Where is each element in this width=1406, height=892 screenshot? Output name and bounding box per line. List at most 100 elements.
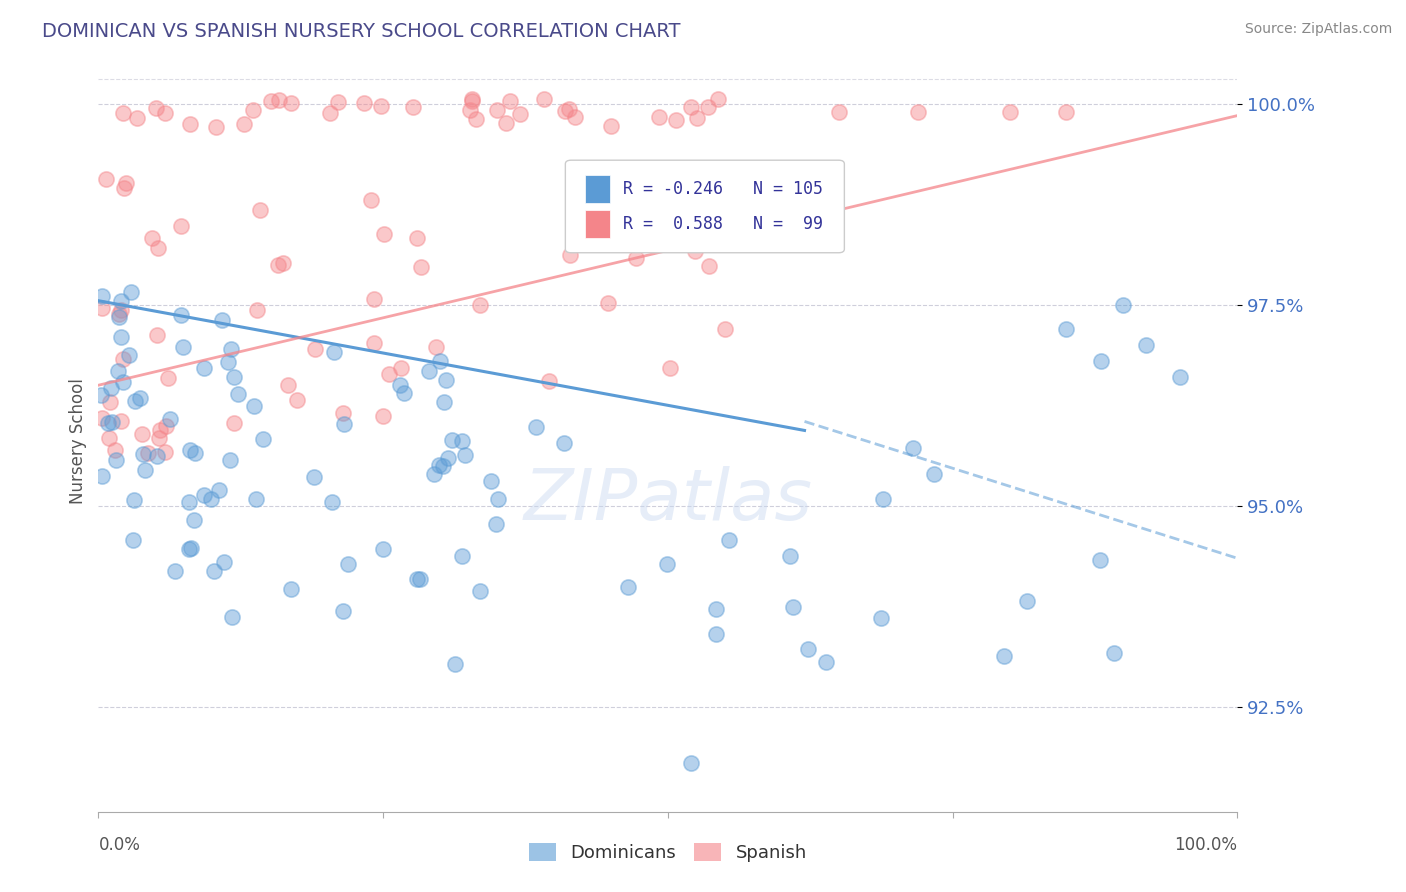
Point [128,392,150,406]
Point [998,104,1021,119]
Point [233,117,256,131]
Point [217,355,239,369]
FancyBboxPatch shape [565,161,845,252]
Point [796,642,818,657]
Point [98,394,121,409]
Point [1088,553,1111,567]
Point [458,103,481,118]
Point [495,116,517,130]
Point [90,289,112,303]
Point [200,492,222,507]
Point [509,107,531,121]
Point [134,462,156,476]
Point [828,104,851,119]
Point [91,410,114,425]
Point [107,363,129,377]
Point [665,112,688,127]
Point [596,295,619,310]
Point [104,442,127,457]
Point [402,100,425,114]
Point [1090,354,1112,368]
Point [454,449,477,463]
Point [468,583,491,598]
Point [155,105,177,120]
Point [371,409,394,423]
Point [427,458,450,472]
Point [183,513,205,527]
Point [170,308,193,322]
Point [558,248,581,262]
Point [280,582,302,597]
Point [146,328,169,343]
Point [242,103,264,117]
Point [409,260,432,274]
Point [177,542,200,557]
Point [100,381,122,395]
Point [394,386,416,401]
Point [554,104,576,119]
Point [1102,646,1125,660]
Point [218,453,240,467]
Point [146,449,169,463]
Point [600,119,623,133]
Point [319,106,342,120]
Point [433,395,456,409]
Point [222,417,245,431]
Point [782,600,804,615]
Point [285,393,308,408]
Point [124,393,146,408]
Point [271,256,294,270]
Point [558,102,581,116]
Point [260,95,283,109]
Point [465,112,488,127]
Point [388,378,411,392]
Point [485,517,508,532]
Text: 100.0%: 100.0% [1174,836,1237,854]
Point [437,450,460,465]
Point [280,96,302,111]
Point [108,310,131,325]
Point [96,172,118,186]
Point [132,447,155,461]
Point [104,452,127,467]
Point [110,330,132,344]
Point [1015,593,1038,607]
Point [363,292,385,306]
Text: R =  0.588   N =  99: R = 0.588 N = 99 [623,215,824,233]
Legend: Dominicans, Spanish: Dominicans, Spanish [522,836,814,870]
Point [184,446,207,460]
Point [1054,104,1078,119]
Point [321,495,343,509]
Text: R = -0.246   N = 105: R = -0.246 N = 105 [623,180,824,198]
Point [111,376,134,390]
Point [538,374,561,388]
Point [246,303,269,318]
Point [432,459,454,474]
Point [922,467,945,481]
Point [533,92,555,106]
Point [706,92,728,106]
Point [564,110,586,124]
Point [425,340,447,354]
Point [648,110,671,124]
Point [704,627,727,641]
Point [332,406,354,420]
Point [98,432,121,446]
Point [681,100,703,114]
Point [179,118,201,132]
Point [131,427,153,442]
Point [1054,322,1078,336]
Point [373,227,395,241]
Point [697,259,720,273]
Point [658,360,681,375]
Point [302,469,325,483]
Point [498,94,520,108]
Point [205,120,228,134]
Point [378,368,401,382]
Point [149,423,172,437]
Point [461,92,484,106]
Point [208,483,231,497]
Point [697,100,720,114]
Point [172,340,194,354]
Point [370,98,392,112]
